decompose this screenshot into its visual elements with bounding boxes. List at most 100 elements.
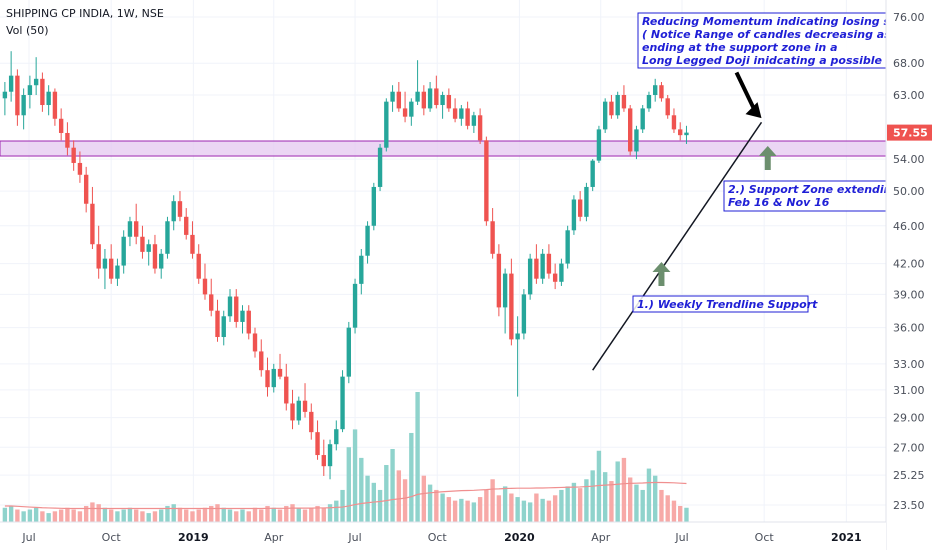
candle-body [71, 147, 76, 163]
candle-body [321, 455, 326, 467]
volume-bar [240, 509, 245, 522]
candle [565, 225, 570, 269]
volume-bar [215, 504, 220, 522]
volume-bar [346, 447, 351, 522]
candle-body [571, 199, 577, 231]
candle [240, 305, 245, 334]
volume-bar [415, 392, 420, 522]
volume-bar [477, 497, 483, 522]
y-tick-label: 54.00 [893, 153, 925, 166]
candle-body [515, 333, 520, 340]
y-tick-label: 46.00 [893, 220, 925, 233]
candle [484, 136, 489, 226]
volume-bar [265, 505, 270, 522]
candle [352, 278, 358, 334]
candle [615, 91, 620, 119]
candle [452, 98, 458, 123]
candle [390, 85, 395, 112]
volume-bar [402, 479, 408, 522]
volume-bar [621, 457, 627, 522]
candle-body [152, 244, 158, 269]
y-tick-label: 25.25 [893, 469, 925, 482]
volume-bar [584, 479, 589, 522]
volume-bar [165, 505, 170, 522]
candle [227, 289, 233, 322]
candle-body [202, 278, 208, 295]
candle [671, 108, 677, 133]
candle-body [384, 101, 389, 148]
candle-body [340, 376, 345, 430]
volume-bar [196, 509, 201, 522]
candle [477, 108, 483, 144]
annotation-momentum-line-1: Reducing Momentum indicating losing sell… [642, 15, 925, 28]
candle-body [546, 253, 552, 274]
candle [421, 85, 427, 116]
candle-body [590, 160, 595, 187]
candle [277, 353, 283, 380]
candle [102, 248, 108, 290]
candle-body [171, 201, 176, 222]
candle-body [434, 88, 439, 106]
x-tick-label: Jul [674, 531, 688, 544]
candle [284, 363, 289, 411]
volume-bar [152, 511, 158, 522]
candle [371, 182, 377, 231]
candle-body [108, 258, 114, 279]
candle [234, 289, 239, 328]
volume-bar [77, 511, 83, 522]
volume-bar [15, 509, 20, 522]
candle-body [15, 75, 20, 116]
candle [646, 91, 652, 112]
candle-body [302, 400, 308, 412]
candle-body [390, 91, 395, 102]
candle [271, 363, 276, 393]
volume-bar [459, 498, 464, 522]
candle [527, 253, 533, 300]
x-tick-label: Jul [347, 531, 361, 544]
volume-bar [365, 475, 370, 522]
candle [396, 82, 402, 112]
volume-bar [534, 493, 539, 522]
candle [190, 221, 195, 259]
volume-bar [321, 507, 326, 522]
candle [365, 221, 370, 264]
candle [434, 75, 439, 109]
candle [159, 248, 164, 279]
candle-body [252, 333, 258, 352]
trendline [592, 121, 763, 371]
volume-bar [521, 500, 527, 522]
volume-bar [284, 505, 289, 522]
volume-bar [496, 495, 502, 522]
candle-body [346, 327, 351, 377]
candle-body [459, 108, 464, 119]
candle-body [21, 94, 26, 116]
candle [27, 75, 33, 109]
annotation-momentum-line-2: ( Notice Range of candles decreasing as … [642, 28, 913, 41]
candle [321, 439, 326, 476]
volume-bar [46, 513, 51, 522]
symbol-title: SHIPPING CP INDIA, 1W, NSE [6, 7, 164, 20]
candle-body [521, 294, 527, 334]
candle-body [615, 94, 620, 116]
candle-body [409, 101, 414, 117]
x-tick-label: Oct [755, 531, 775, 544]
volume-bar [502, 486, 508, 522]
y-tick-label: 36.00 [893, 322, 925, 335]
candle-body [190, 234, 195, 254]
candle-body [446, 94, 452, 109]
candle [196, 244, 201, 284]
y-tick-label: 27.00 [893, 441, 925, 454]
y-axis-background [886, 0, 932, 550]
candle-body [471, 115, 477, 126]
candle-body [240, 310, 245, 322]
volume-bar [259, 509, 264, 522]
candle [96, 225, 101, 279]
candle-body [184, 216, 189, 235]
volume-indicator-label: Vol (50) [6, 24, 49, 37]
candle-body [609, 101, 614, 116]
candle-body [371, 186, 377, 226]
volume-bar [140, 511, 145, 522]
candle [602, 98, 608, 133]
candle [415, 60, 420, 106]
